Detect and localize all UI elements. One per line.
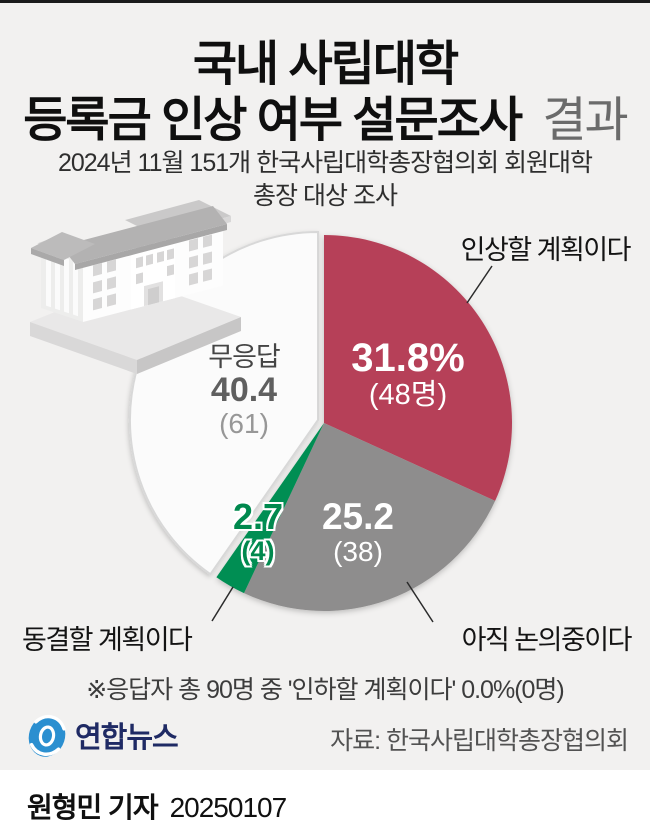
yonhap-logo-icon <box>28 714 66 757</box>
byline-strip: 원형민 기자 20250107 <box>0 770 650 830</box>
byline-date: 20250107 <box>169 792 288 823</box>
value-block-increase: 31.8% (48명) <box>308 336 508 412</box>
leader-line-freeze <box>211 586 234 622</box>
noresponse-count-value: (61) <box>219 407 269 439</box>
yonhap-logo-text: 연합뉴스 <box>75 722 179 754</box>
top-border-rule <box>0 0 650 3</box>
callout-label-undecided: 아직 논의중이다 <box>461 625 633 655</box>
undecided-pct-value: 25.2 <box>321 496 394 537</box>
page-title-line2-main: 등록금 인상 여부 설문조사 <box>23 94 523 147</box>
subtitle-line1: 2024년 11월 151개 한국사립대학총장협의회 회원대학 <box>57 149 593 177</box>
value-block-undecided: 25.2 (38) <box>258 497 458 567</box>
leader-lines <box>211 265 493 623</box>
university-building-illustration <box>30 200 241 374</box>
freeze-count-value: (4) <box>241 535 275 566</box>
pie-slice-0 <box>324 235 512 501</box>
byline: 원형민 기자 20250107 <box>27 786 288 826</box>
subtitle-line2: 총장 대상 조사 <box>253 182 398 210</box>
increase-pct-value: 31.8% <box>351 336 465 380</box>
noresponse-label: 무응답 <box>208 342 281 372</box>
pie-slice-group <box>216 235 512 611</box>
leader-line-increase <box>466 265 493 304</box>
page-title-line2-suffix: 결과 <box>542 94 628 147</box>
yonhap-logo: 연합뉴스 <box>25 710 255 760</box>
page-title-line2: 등록금 인상 여부 설문조사 결과 <box>0 80 650 150</box>
pie-slice-2 <box>216 423 324 594</box>
value-block-freeze: 2.7 (4) <box>158 496 358 566</box>
callout-label-increase: 인상할 계획이다 <box>460 235 632 265</box>
page-title-line1: 국내 사립대학 <box>192 38 459 91</box>
freeze-pct-value: 2.7 <box>232 496 284 537</box>
source-credit: 자료: 한국사립대학총장협의회 <box>330 727 629 755</box>
undecided-count-value: (38) <box>333 535 383 567</box>
footnote: ※응답자 총 90명 중 '인하할 계획이다' 0.0%(0명) <box>86 676 565 704</box>
increase-count-value: (48명) <box>368 379 448 412</box>
leader-line-undecided <box>406 581 434 623</box>
pie-slice-1 <box>244 423 496 611</box>
value-block-noresponse: 무응답 40.4 (61) <box>144 342 344 439</box>
callout-label-freeze: 동결할 계획이다 <box>22 625 193 655</box>
noresponse-pct-value: 40.4 <box>210 371 278 410</box>
byline-reporter: 원형민 기자 <box>27 792 159 823</box>
